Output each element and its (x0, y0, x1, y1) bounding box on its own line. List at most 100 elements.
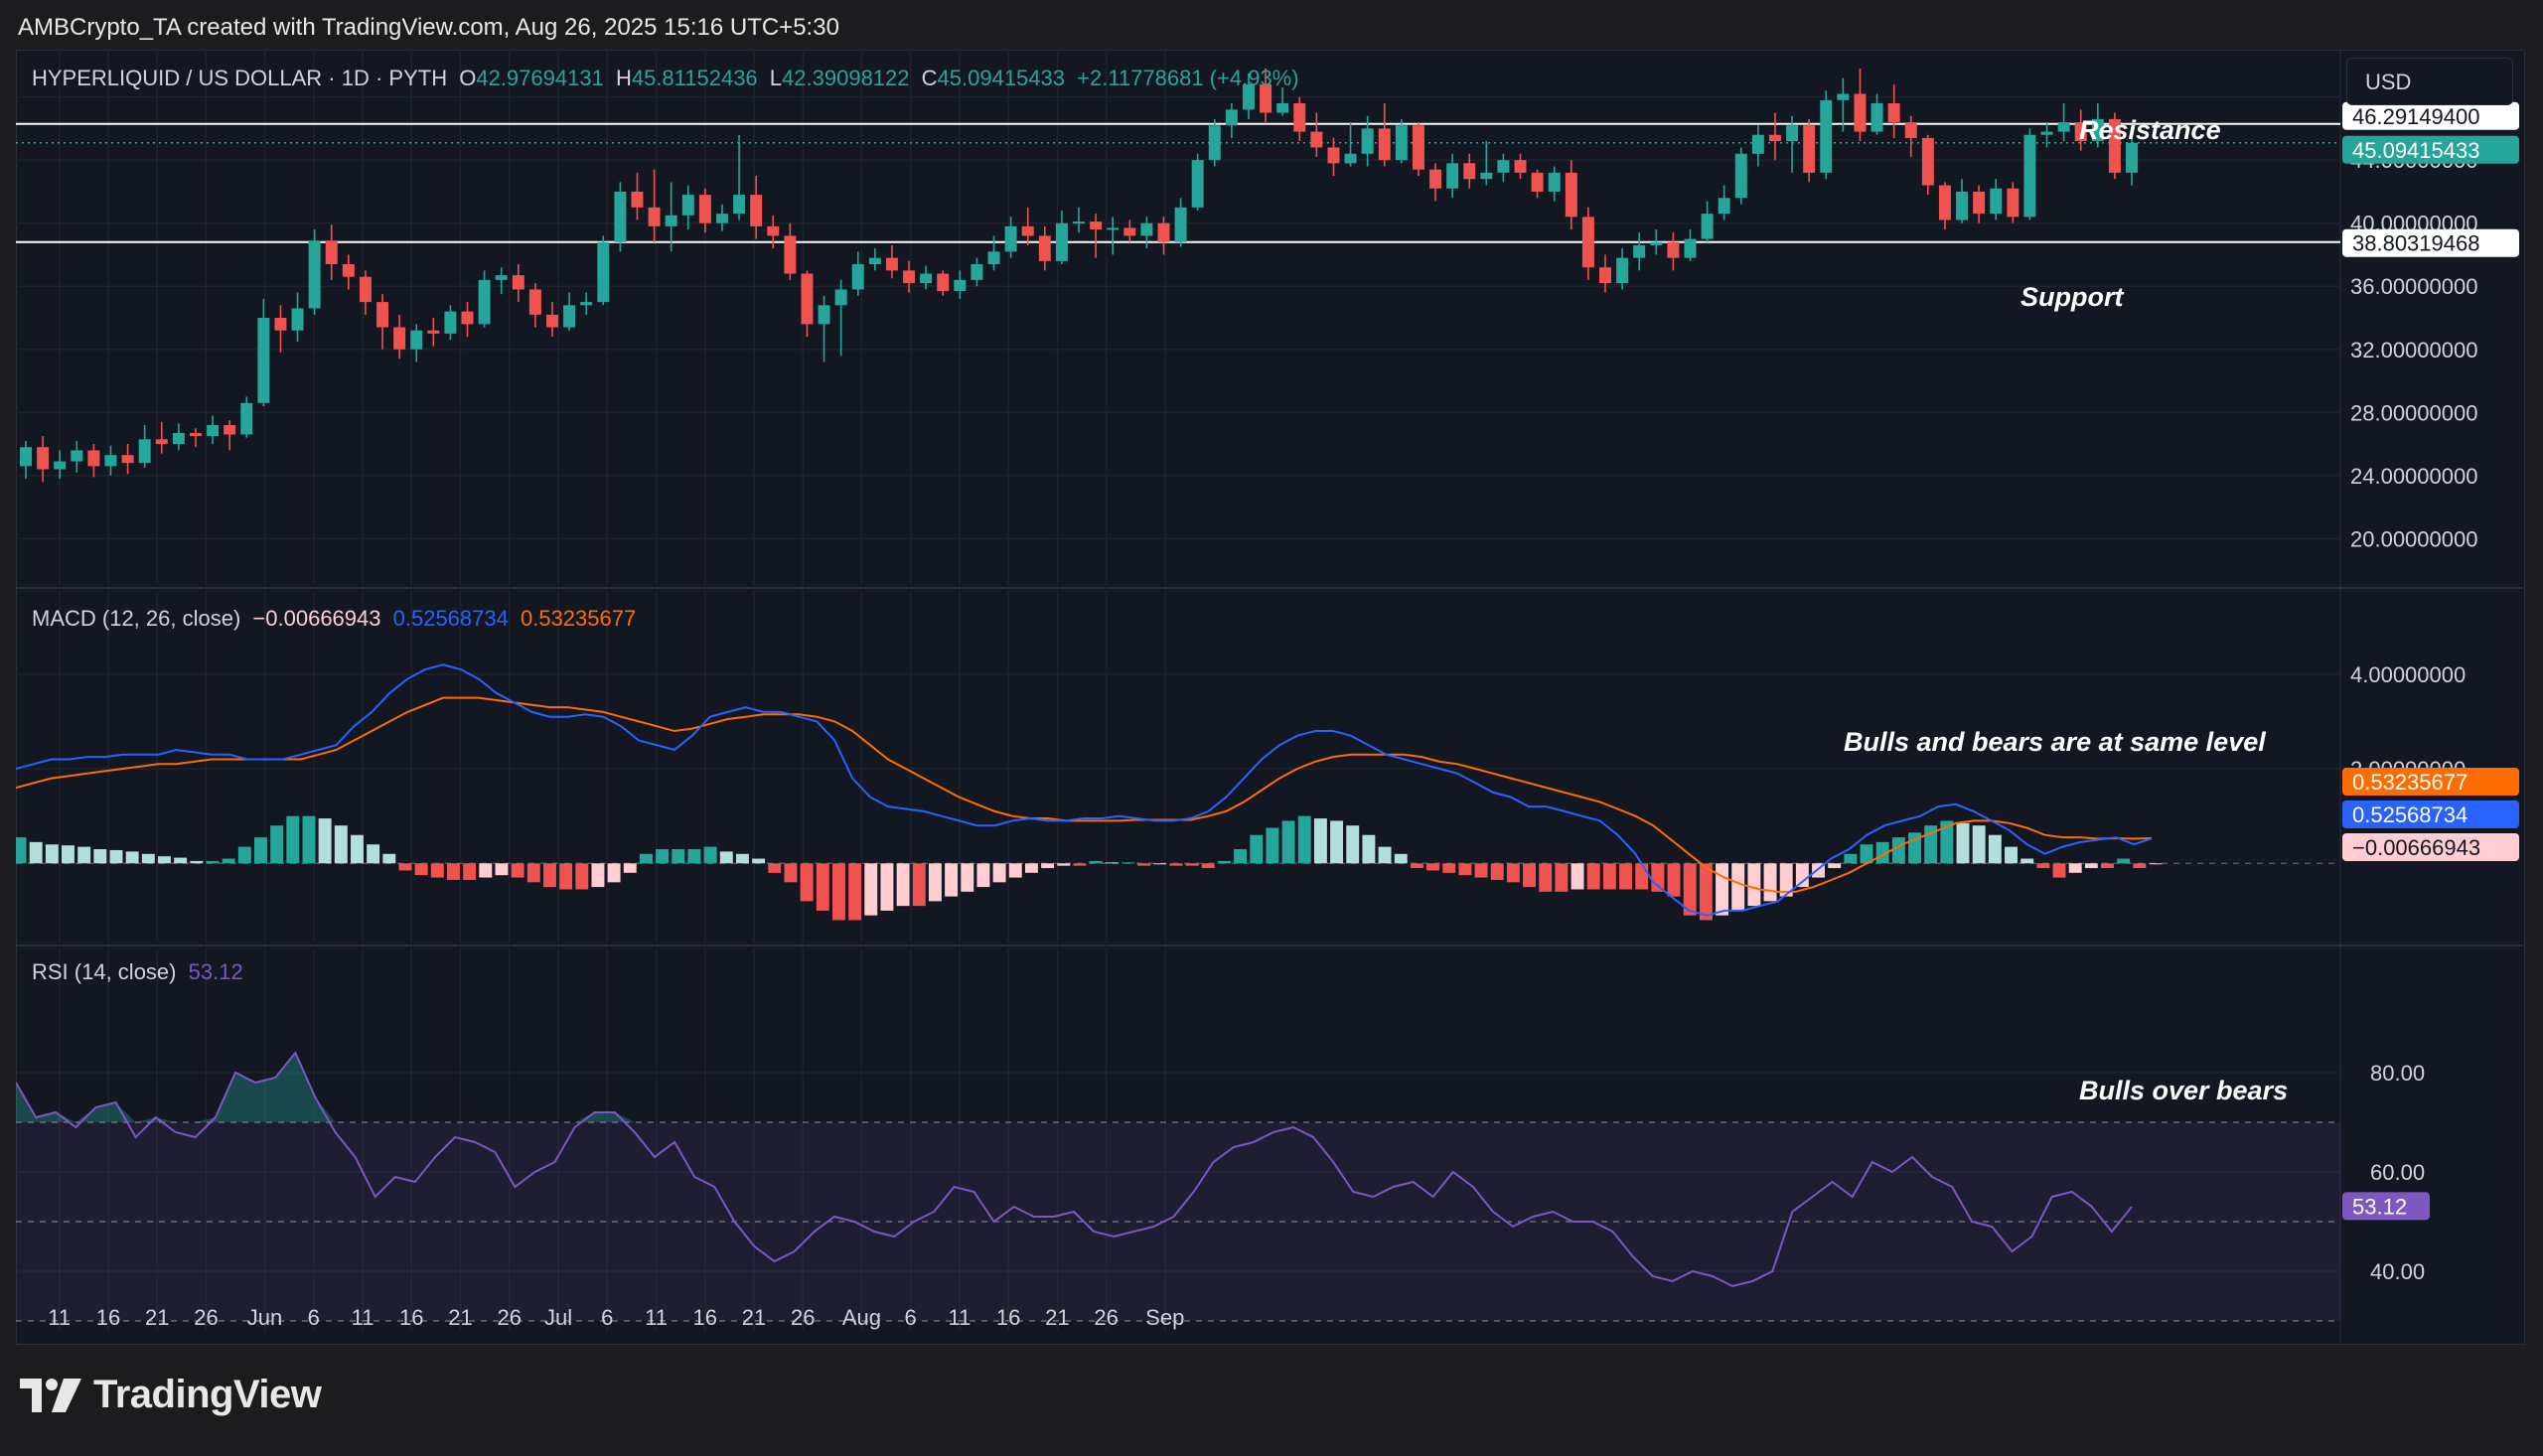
macd-histogram-bar (719, 851, 733, 864)
candle-body (1140, 222, 1153, 236)
macd-histogram-bar (254, 837, 267, 864)
macd-histogram-bar (1619, 863, 1633, 890)
macd-histogram-bar (1988, 834, 2002, 864)
macd-value-tag-bg (2342, 801, 2519, 828)
currency-button[interactable]: USD (2346, 58, 2513, 105)
macd-histogram-bar (2005, 846, 2018, 864)
macd-histogram-bar (768, 863, 782, 873)
macd-histogram-bar (1426, 863, 1440, 871)
candle-body (1055, 222, 1068, 261)
tradingview-logo[interactable]: TradingView (20, 1373, 322, 1417)
rsi-label[interactable]: RSI (14, close) (32, 959, 177, 984)
macd-histogram-bar (575, 863, 589, 890)
macd-histogram-bar (1571, 863, 1584, 890)
macd-histogram-bar (1716, 863, 1728, 916)
rsi-tick-label: 40.00 (2370, 1259, 2425, 1284)
candle-body (393, 327, 406, 350)
x-tick-label: 26 (194, 1305, 218, 1330)
macd-histogram-bar (1153, 863, 1167, 865)
candle-body (1548, 172, 1561, 192)
macd-tick-label: 4.00000000 (2350, 662, 2466, 687)
symbol-name[interactable]: HYPERLIQUID / US DOLLAR · 1D · PYTH (32, 66, 448, 90)
macd-histogram-bar (1651, 863, 1665, 892)
candle-body (1107, 227, 1120, 230)
macd-histogram-bar (1779, 863, 1793, 897)
candle-body (1531, 172, 1544, 192)
macd-histogram-bar (639, 853, 653, 864)
macd-histogram-bar (1169, 863, 1183, 866)
macd-histogram-bar (190, 860, 204, 864)
macd-histogram-bar (1234, 849, 1248, 864)
macd-histogram-bar (2117, 858, 2131, 864)
macd-histogram-bar (1137, 863, 1151, 866)
macd-histogram-bar (672, 849, 685, 864)
macd-histogram-bar (1795, 863, 1809, 888)
macd-signal-line (16, 696, 2153, 893)
macd-histogram-bar (1586, 863, 1600, 890)
macd-histogram-bar (351, 834, 364, 864)
candle-body (1768, 134, 1781, 142)
candle-body (614, 191, 627, 242)
symbol-header: HYPERLIQUID / US DOLLAR · 1D · PYTH O42.… (32, 66, 1305, 91)
candle-body (631, 191, 644, 208)
candle-body (1293, 103, 1306, 132)
candle-body (1751, 134, 1764, 154)
rsi-tick-label: 80.00 (2370, 1061, 2425, 1086)
macd-histogram-bar (1635, 863, 1649, 890)
ohlc-change: +2.11778681 (+4.93%) (1077, 66, 1299, 90)
x-tick-label: 26 (498, 1305, 522, 1330)
ohlc-low: L42.39098122 (769, 66, 910, 90)
candle-body (1463, 163, 1476, 180)
candle-body (1361, 128, 1374, 154)
x-tick-label: 11 (645, 1305, 668, 1330)
chart-canvas[interactable]: 11 16 21 26 Jun 6 11 16 21 26 Jul 6 11 16 21 26 Aug 6 11 16… (16, 50, 2523, 1343)
macd-histogram-bar (1940, 820, 1954, 864)
candle-body (954, 279, 967, 291)
x-tick-label: Aug (842, 1305, 881, 1330)
macd-histogram-bar (1297, 815, 1311, 864)
macd-histogram-bar (1891, 837, 1905, 864)
macd-histogram-bar (752, 858, 766, 864)
candle-body (1276, 103, 1289, 113)
candle-body (1667, 241, 1680, 258)
candle-body (172, 432, 185, 445)
macd-label[interactable]: MACD (12, 26, close) (32, 606, 241, 631)
candle-body (1581, 217, 1594, 268)
candle-body (1938, 185, 1951, 220)
candle-body (903, 270, 916, 284)
price-tick-label: 36.00000000 (2350, 274, 2477, 299)
macd-histogram-bar (945, 863, 959, 897)
candle-body (681, 195, 694, 216)
macd-histogram-bar (463, 863, 477, 880)
macd-histogram-bar (1121, 862, 1134, 864)
candle-body (512, 275, 524, 290)
macd-hist-tag: −0.00666943 (2342, 833, 2519, 861)
macd-histogram-bar (302, 815, 316, 864)
candle-body (1803, 125, 1816, 173)
candle-body (784, 235, 797, 274)
macd-histogram-bar (2020, 858, 2034, 864)
price-tick-label: 20.00000000 (2350, 526, 2477, 551)
candle-body (1650, 241, 1663, 245)
macd-histogram-bar (784, 863, 798, 883)
candle-body (1157, 222, 1170, 242)
candle-body (1854, 93, 1867, 132)
macd-histogram-bar (607, 863, 621, 883)
candle-body (1616, 257, 1629, 284)
ohlc-high: H45.81152436 (615, 66, 758, 90)
x-tick-label: 16 (996, 1305, 1020, 1330)
macd-histogram-bar (928, 863, 942, 902)
macd-histogram-bar (1041, 863, 1055, 869)
candle-body (461, 311, 474, 325)
resistance-annotation: Resistance (2079, 115, 2221, 145)
candle-body (1327, 147, 1340, 164)
candle-body (1565, 172, 1577, 218)
macd-histogram-bar (1602, 863, 1616, 890)
candle-body (291, 308, 304, 331)
macd-histogram-bar (1860, 844, 1873, 864)
axes: 11 16 21 26 Jun 6 11 16 21 26 Jul 6 11 16 21 26 Aug 6 11 16… (48, 85, 2477, 1330)
candle-body (801, 273, 814, 325)
macd-histogram-bar (976, 863, 990, 888)
candle-body (71, 450, 83, 462)
macd-histogram-bar (1699, 863, 1713, 921)
